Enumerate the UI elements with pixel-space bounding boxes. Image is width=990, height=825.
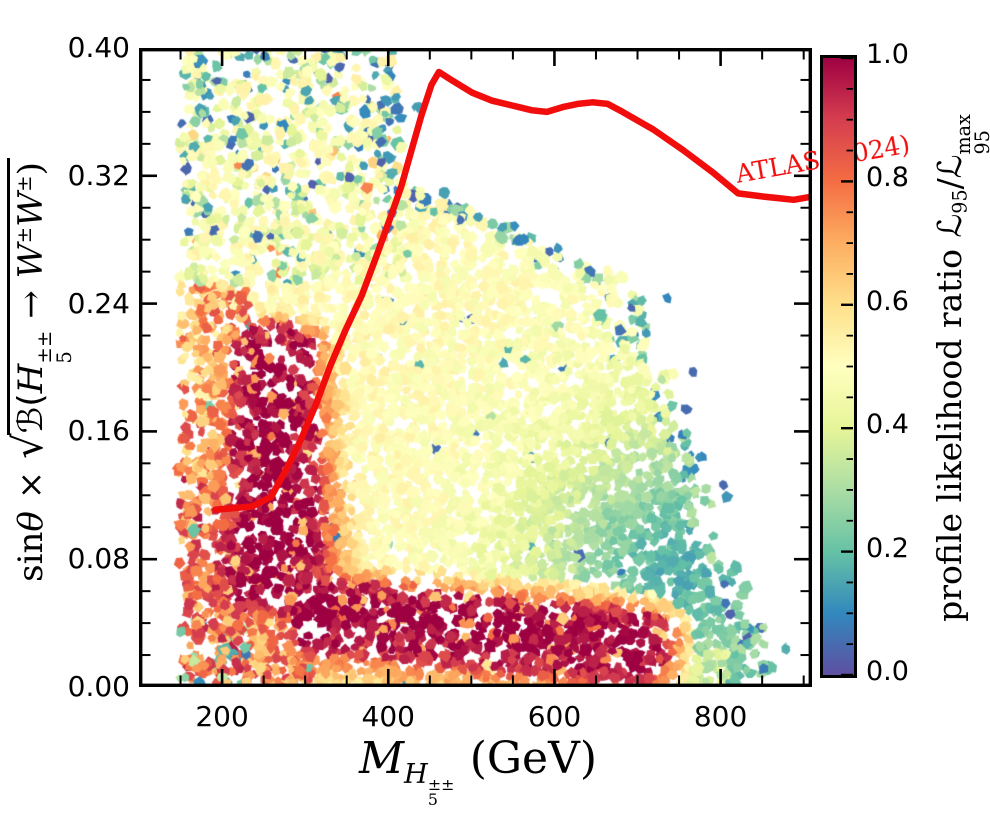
y-title-sin: sin — [11, 531, 51, 582]
y-title-times: × — [11, 470, 51, 500]
plot-area — [139, 48, 812, 687]
cb-title-L2: ℒ — [930, 154, 969, 179]
y-title-pm1: ± — [13, 226, 37, 244]
x-tick-label: 600 — [527, 700, 582, 733]
colorbar-ticks — [841, 58, 853, 675]
cb-title-slash: / — [930, 178, 969, 190]
y-title-pm: ±± — [32, 330, 56, 364]
colorbar-tick-label: 1.0 — [866, 39, 909, 70]
cb-title-sub2: 95 — [970, 130, 990, 155]
colorbar-tick-label: 0.6 — [866, 285, 909, 317]
y-title-H: H — [11, 363, 51, 394]
y-title-close: ) — [11, 162, 51, 176]
x-tick-label: 800 — [693, 700, 748, 733]
colorbar-tick-label: 0.0 — [866, 656, 909, 687]
y-tick-label: 0.32 — [67, 158, 130, 192]
colorbar-title: profile likelihood ratioℒ95/ℒ max 95 — [930, 0, 990, 768]
y-title-W1: W — [11, 243, 51, 279]
y-axis-title: sinθ×√ℬ(H ±± 5 →W±W±) — [6, 0, 76, 750]
y-tick-label: 0.00 — [67, 670, 130, 703]
colorbar-tick-label: 0.4 — [866, 409, 909, 441]
cb-title-sup2: max — [951, 114, 975, 155]
x-title-M: M — [358, 733, 405, 784]
scatter-canvas — [139, 48, 812, 687]
x-title-unit: (GeV) — [469, 733, 598, 784]
cb-title-L1: ℒ — [930, 213, 969, 238]
y-title-arrow: → — [11, 290, 51, 319]
sqrt-radical: √ — [6, 433, 52, 459]
x-tick-label: 200 — [195, 700, 249, 733]
cb-title-sub1: 95 — [948, 189, 972, 214]
cb-title-text: profile likelihood ratio — [930, 249, 969, 622]
y-title-5: 5 — [52, 351, 76, 364]
colorbar — [820, 55, 857, 678]
y-title-B: ℬ( — [11, 393, 51, 434]
y-title-pm2: ± — [13, 175, 37, 192]
x-title-pm: ±± — [427, 774, 455, 794]
x-title-5: 5 — [427, 790, 438, 810]
y-title-W2: W — [11, 191, 51, 227]
y-tick-label: 0.24 — [67, 286, 130, 320]
axes-frame — [139, 48, 812, 687]
x-title-H: H — [404, 758, 428, 790]
colorbar-tick-label: 0.8 — [866, 162, 909, 194]
x-axis-title: MH ±± 5 (GeV) — [288, 733, 668, 808]
colorbar-tick-label: 0.2 — [866, 532, 909, 564]
x-tick-label: 400 — [361, 700, 415, 733]
y-title-theta: θ — [11, 511, 51, 532]
exclusion-curve — [212, 68, 812, 513]
y-tick-label: 0.40 — [67, 31, 130, 64]
y-tick-label: 0.08 — [67, 542, 130, 576]
y-tick-label: 0.16 — [67, 414, 130, 448]
